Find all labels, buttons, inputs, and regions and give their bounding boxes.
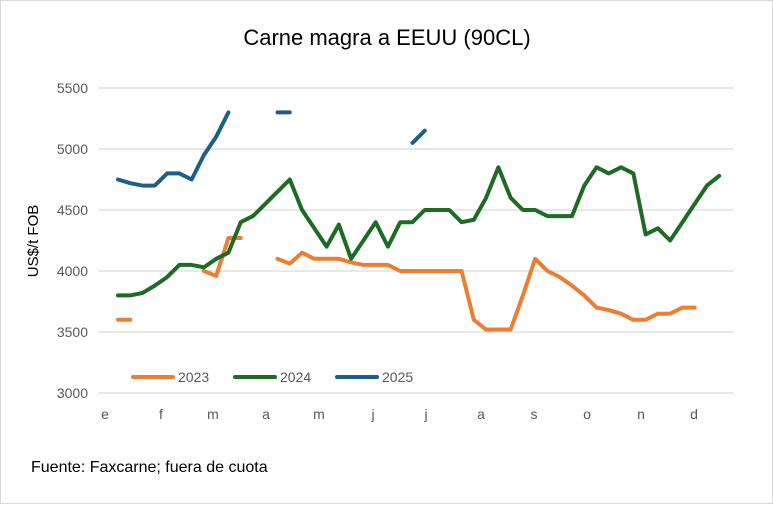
series-2023-line bbox=[275, 250, 697, 332]
x-tick-label: f bbox=[159, 406, 163, 422]
x-tick-label: d bbox=[690, 406, 698, 422]
source-note: Fuente: Faxcarne; fuera de cuota bbox=[31, 459, 268, 476]
y-tick-label: 4500 bbox=[57, 202, 88, 218]
x-tick-label: n bbox=[637, 406, 645, 422]
legend-label-2025: 2025 bbox=[382, 369, 413, 385]
legend-label-2024: 2024 bbox=[280, 369, 311, 385]
x-tick-label: j bbox=[423, 406, 427, 422]
series-2024-line bbox=[116, 165, 722, 298]
y-tick-label: 3500 bbox=[57, 324, 88, 340]
x-tick-label: j bbox=[370, 406, 374, 422]
legend-label-2023: 2023 bbox=[178, 369, 209, 385]
x-tick-label: o bbox=[583, 406, 591, 422]
chart-title: Carne magra a EEUU (90CL) bbox=[243, 25, 530, 50]
x-tick-label: a bbox=[477, 406, 485, 422]
x-tick-label: a bbox=[262, 406, 270, 422]
y-tick-label: 5000 bbox=[57, 141, 88, 157]
y-tick-label: 5500 bbox=[57, 80, 88, 96]
y-tick-label: 4000 bbox=[57, 263, 88, 279]
series-2025-line bbox=[410, 128, 427, 145]
x-tick-label: m bbox=[207, 406, 219, 422]
y-axis-label: US$/t FOB bbox=[25, 205, 42, 278]
series-2025-line bbox=[116, 110, 231, 188]
x-tick-label: e bbox=[101, 406, 109, 422]
x-tick-label: s bbox=[531, 406, 538, 422]
x-tick-label: m bbox=[313, 406, 325, 422]
y-tick-label: 3000 bbox=[57, 385, 88, 401]
